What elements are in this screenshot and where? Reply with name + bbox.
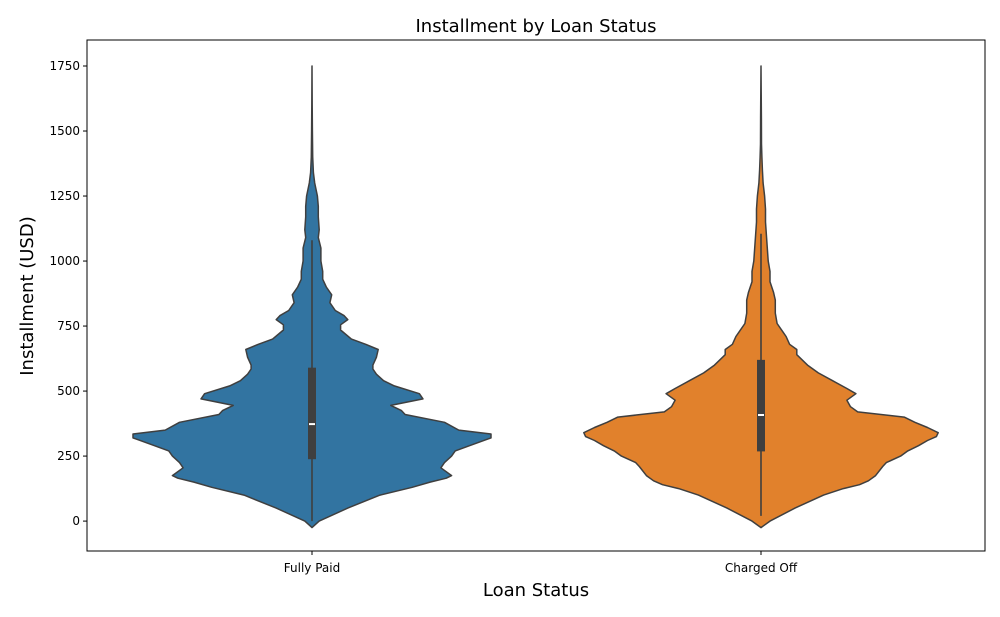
violin-iqr-box <box>757 359 765 452</box>
y-axis-title: Installment (USD) <box>17 216 38 376</box>
plot-area <box>132 65 939 529</box>
y-tick-label: 250 <box>57 449 80 463</box>
y-tick-label: 1000 <box>49 254 80 268</box>
y-tick-label: 750 <box>57 319 80 333</box>
plot-frame <box>86 39 986 552</box>
y-tick-label: 500 <box>57 384 80 398</box>
y-tick-label: 1750 <box>49 59 80 73</box>
violin-iqr-box <box>308 367 316 460</box>
y-tick-label: 1500 <box>49 124 80 138</box>
y-tick-label: 0 <box>72 514 80 528</box>
x-tick-label: Charged Off <box>725 561 798 575</box>
y-tick-label: 1250 <box>49 189 80 203</box>
y-axis: 0 250 500 750 1000 1250 1500 1750 <box>49 59 87 528</box>
x-axis: Fully Paid Charged Off <box>284 551 798 575</box>
x-tick-label: Fully Paid <box>284 561 340 575</box>
chart-title: Installment by Loan Status <box>415 16 656 37</box>
x-axis-title: Loan Status <box>483 580 589 601</box>
